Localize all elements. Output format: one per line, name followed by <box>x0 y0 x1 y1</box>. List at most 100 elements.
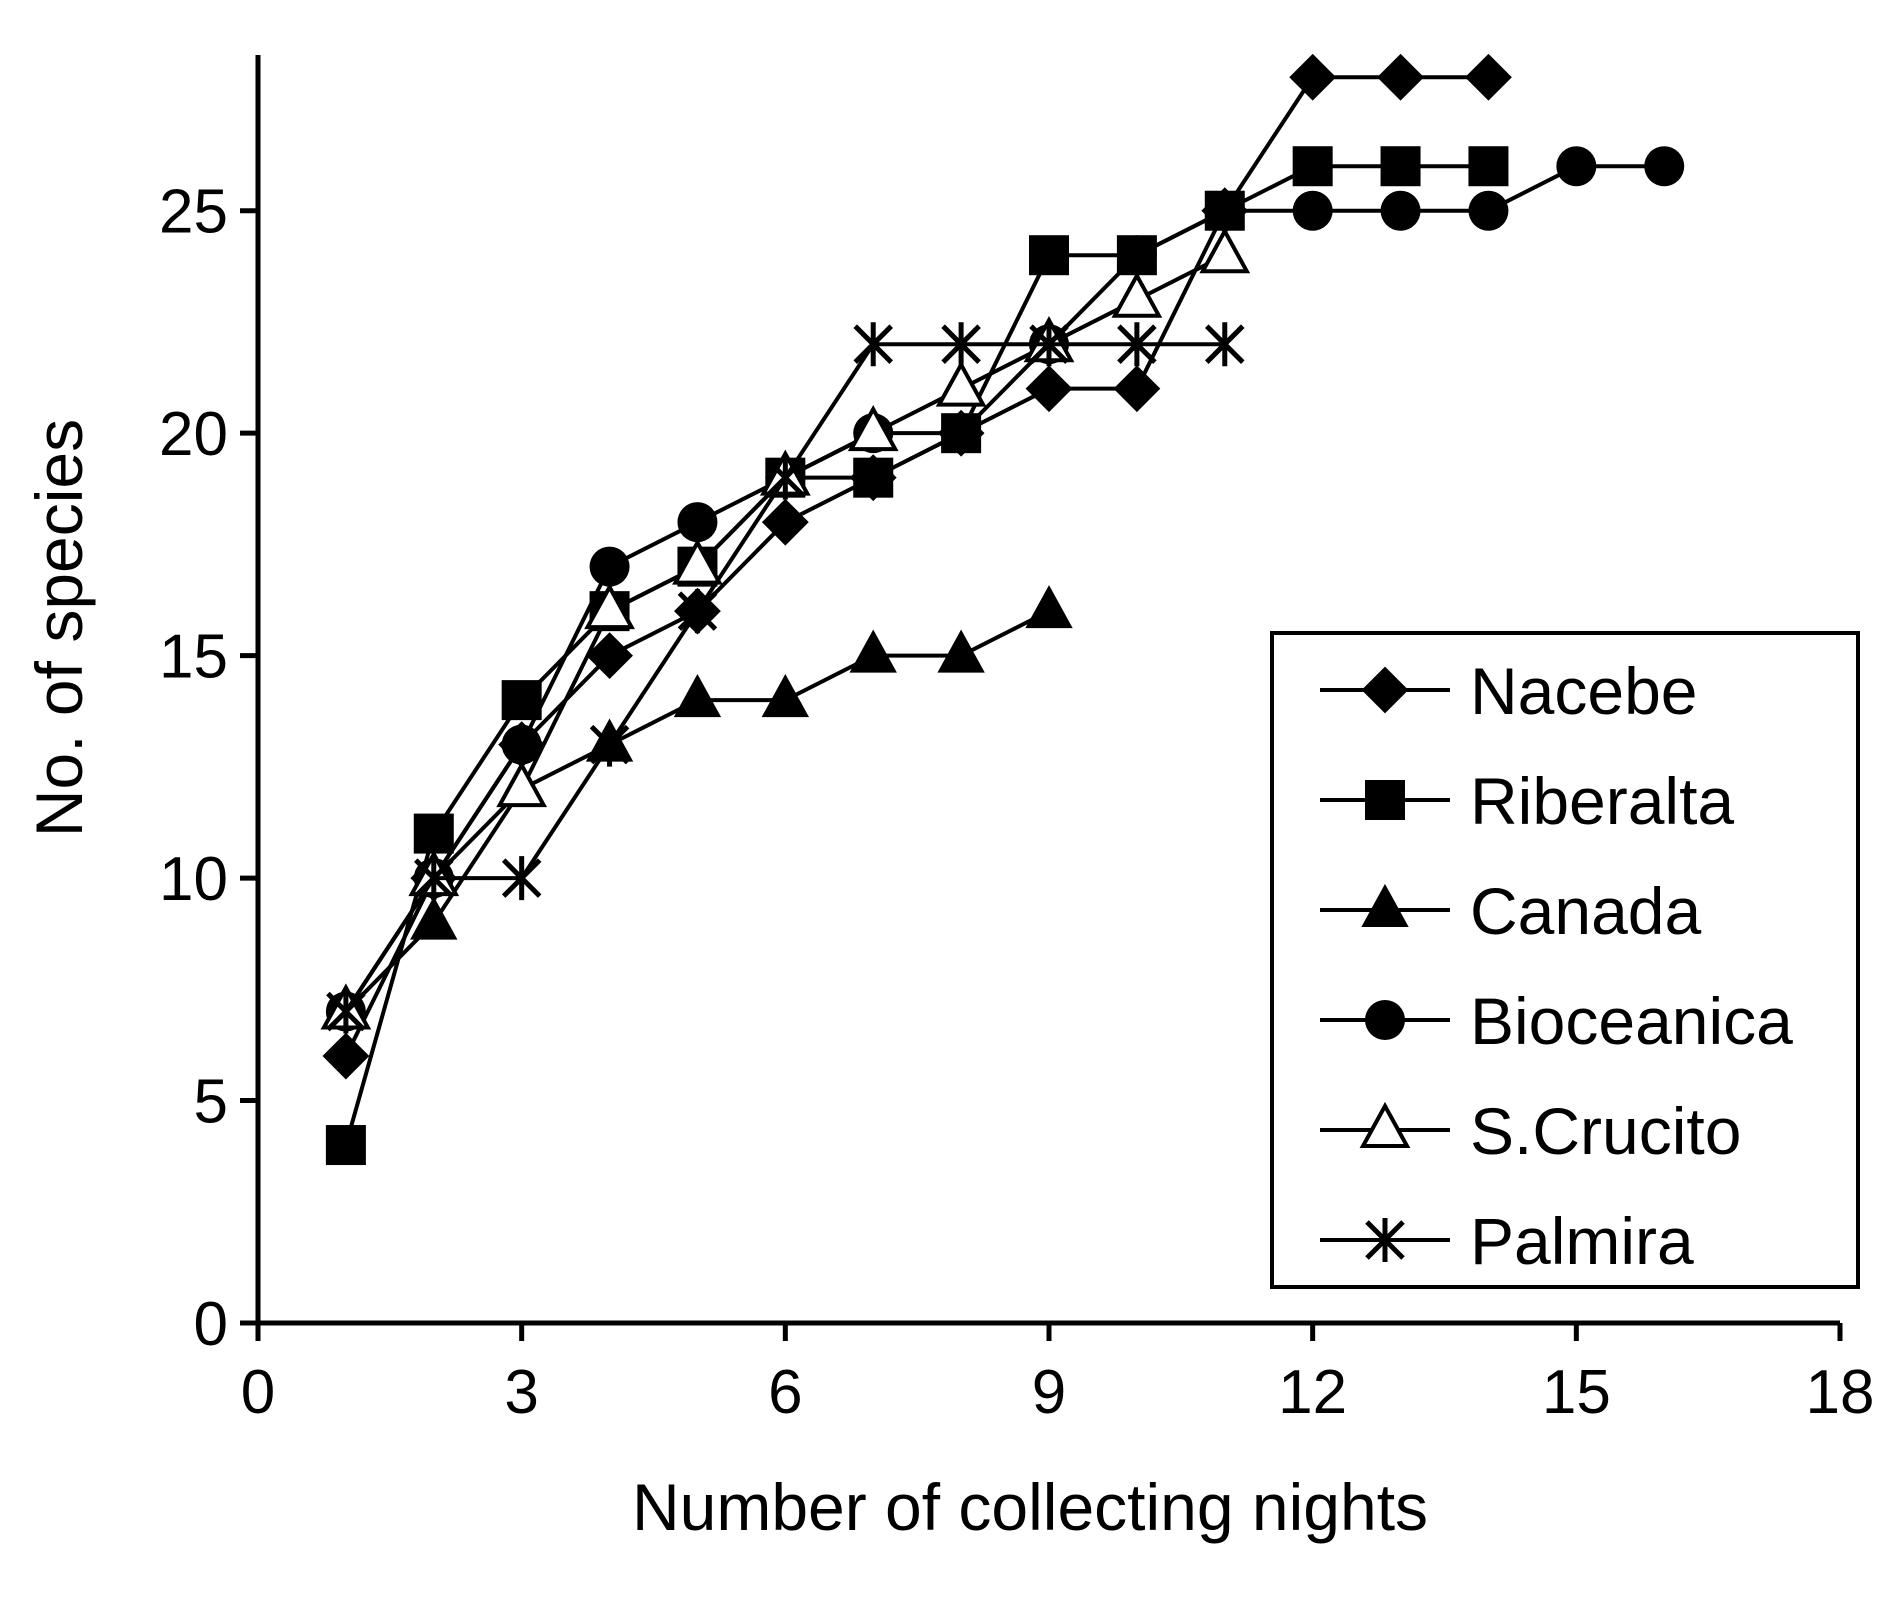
data-point <box>501 724 542 765</box>
ticks: 0 3 6 9 12 15 18 0 5 10 15 20 25 <box>159 178 1874 1427</box>
data-point <box>414 856 454 901</box>
marker-shape <box>1199 227 1251 274</box>
x-tick-label: 6 <box>768 1358 802 1427</box>
marker-shape <box>1380 146 1421 187</box>
marker-shape <box>1644 146 1685 187</box>
marker-shape <box>853 457 894 498</box>
data-point <box>413 813 454 854</box>
data-point <box>1204 190 1245 231</box>
data-point <box>1292 190 1333 231</box>
marker-shape <box>941 413 982 454</box>
series-line <box>344 164 1665 1013</box>
y-tick-label: 10 <box>159 845 228 914</box>
data-point <box>496 760 548 808</box>
data-point <box>853 457 894 498</box>
marker-shape <box>847 405 899 452</box>
legend-marker <box>1361 666 1409 714</box>
legend-marker <box>1365 1000 1405 1040</box>
data-point <box>501 856 542 901</box>
legend-entry: Palmira <box>1320 1204 1694 1278</box>
data-point <box>1468 146 1509 187</box>
marker-shape <box>1116 235 1157 276</box>
marker-shape <box>413 813 454 854</box>
marker-shape <box>1025 585 1073 629</box>
data-point <box>1117 322 1157 367</box>
data-point <box>325 1125 366 1166</box>
marker-shape <box>1468 190 1509 231</box>
marker-shape <box>1289 53 1337 101</box>
data-point <box>935 360 987 407</box>
marker-shape <box>1380 190 1421 231</box>
data-point <box>1113 365 1161 413</box>
data-point <box>761 674 810 718</box>
data-point <box>677 589 718 634</box>
marker-shape <box>586 632 633 680</box>
data-point <box>1205 322 1245 367</box>
data-point <box>1199 227 1251 274</box>
data-point <box>849 629 897 673</box>
legend-entry: S.Crucito <box>1320 1094 1741 1168</box>
data-point <box>410 896 458 940</box>
legend: Nacebe Riberalta Canada Bioceanica S.Crucito… <box>1270 631 1860 1289</box>
y-tick-label: 0 <box>194 1290 228 1359</box>
marker-shape <box>325 1125 366 1166</box>
y-tick-label: 20 <box>159 400 228 469</box>
data-point <box>941 322 981 367</box>
marker-shape <box>1292 190 1333 231</box>
legend-label: S.Crucito <box>1470 1094 1741 1168</box>
marker-shape <box>935 360 987 407</box>
marker-shape <box>1359 1101 1411 1148</box>
data-point <box>1468 190 1509 231</box>
y-tick-label: 25 <box>159 178 228 247</box>
legend-label: Riberalta <box>1470 764 1734 838</box>
data-point <box>1377 53 1424 101</box>
data-point <box>937 629 985 673</box>
data-point <box>1025 585 1073 629</box>
data-point <box>1116 235 1157 276</box>
marker-shape <box>1365 780 1405 820</box>
data-point <box>1289 53 1337 101</box>
data-point <box>589 546 630 587</box>
series-layer <box>320 53 1685 1166</box>
legend-entry: Nacebe <box>1320 654 1698 728</box>
data-point <box>761 498 809 546</box>
data-point <box>673 674 722 718</box>
series-s-crucito <box>320 227 1251 1030</box>
series-palmira <box>326 322 1245 1034</box>
legend-marker <box>1359 1101 1411 1148</box>
x-tick-label: 3 <box>504 1358 538 1427</box>
legend-label: Bioceanica <box>1470 984 1793 1058</box>
marker-shape <box>410 896 458 940</box>
data-point <box>853 322 893 367</box>
data-point <box>1025 365 1073 413</box>
data-point <box>1292 146 1333 187</box>
marker-shape <box>1029 235 1069 276</box>
data-point <box>326 989 366 1034</box>
x-tick-label: 12 <box>1278 1358 1347 1427</box>
x-axis-title: Number of collecting nights <box>632 1470 1428 1544</box>
legend-marker <box>1365 780 1405 820</box>
series-canada <box>322 585 1073 1029</box>
y-tick-label: 15 <box>159 623 228 692</box>
data-point <box>589 722 630 767</box>
data-point <box>1380 146 1421 187</box>
marker-shape <box>589 546 630 587</box>
data-point <box>1111 271 1163 318</box>
marker-shape <box>761 498 809 546</box>
x-tick-label: 9 <box>1032 1358 1066 1427</box>
series-line <box>344 253 1226 1013</box>
data-point <box>586 632 633 680</box>
legend-entry: Bioceanica <box>1320 984 1793 1058</box>
data-point <box>1556 146 1597 187</box>
marker-shape <box>677 502 718 543</box>
data-point <box>672 538 723 585</box>
data-point <box>1465 53 1512 101</box>
legend-label: Nacebe <box>1470 654 1698 728</box>
marker-shape <box>1361 666 1409 714</box>
marker-shape <box>1111 271 1163 318</box>
legend-entry: Canada <box>1320 874 1701 948</box>
marker-shape <box>1365 1000 1405 1040</box>
legend-label: Palmira <box>1470 1204 1694 1278</box>
marker-shape <box>1556 146 1597 187</box>
